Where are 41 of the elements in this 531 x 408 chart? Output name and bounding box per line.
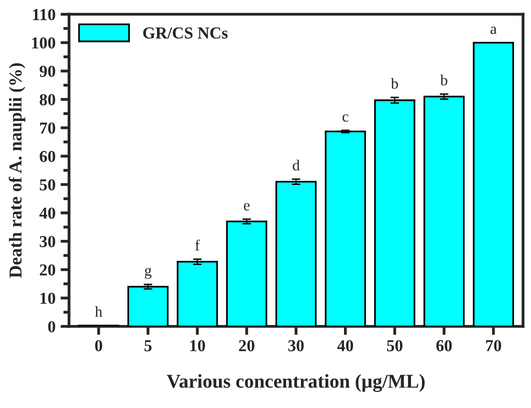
annotation: e — [244, 203, 250, 210]
bar — [127, 286, 169, 326]
bar — [226, 220, 268, 326]
annotation: d — [292, 160, 300, 170]
annotation: h — [94, 306, 102, 317]
x-tick-label: 5 — [144, 340, 152, 352]
x-tick-label: 0 — [95, 340, 102, 352]
x-tick-label: 40 — [337, 340, 354, 352]
x-tick-label: 30 — [288, 340, 304, 352]
y-tick-label: 80 — [40, 94, 56, 106]
x-tick-label: 50 — [387, 340, 402, 352]
y-tick-label: 40 — [39, 208, 56, 219]
y-tick-label: 50 — [40, 179, 56, 190]
y-axis-title: Death rate of A. nauplii (%) — [8, 63, 26, 278]
x-tick-label: 20 — [239, 340, 254, 352]
y-tick-label: 20 — [40, 264, 56, 276]
bar — [324, 130, 366, 326]
x-tick-label: 10 — [190, 340, 206, 352]
bar — [424, 96, 465, 326]
y-tick-label: 60 — [40, 150, 56, 162]
annotation: a — [490, 26, 497, 34]
bar — [472, 42, 514, 326]
bar — [176, 260, 218, 326]
y-tick-label: 110 — [33, 8, 56, 20]
annotation: b — [440, 74, 448, 86]
y-tick-label: 30 — [40, 236, 56, 248]
y-tick-label: 0 — [48, 321, 56, 332]
y-tick-label: 90 — [40, 66, 56, 77]
bar — [275, 180, 317, 326]
annotation: f — [195, 240, 200, 250]
annotation: g — [144, 268, 152, 279]
annotation: c — [342, 114, 348, 122]
y-tick-label: 70 — [40, 122, 56, 134]
y-tick-label: 10 — [40, 292, 56, 304]
bar — [374, 99, 416, 326]
x-tick-label: 60 — [436, 340, 452, 352]
x-axis-title: Various concentration (µg/ML) — [166, 374, 425, 392]
y-tick-label: 100 — [32, 37, 56, 49]
x-tick-label: 70 — [486, 340, 502, 352]
annotation: b — [390, 78, 398, 89]
legend-label: GR/CS NCs — [143, 27, 228, 39]
